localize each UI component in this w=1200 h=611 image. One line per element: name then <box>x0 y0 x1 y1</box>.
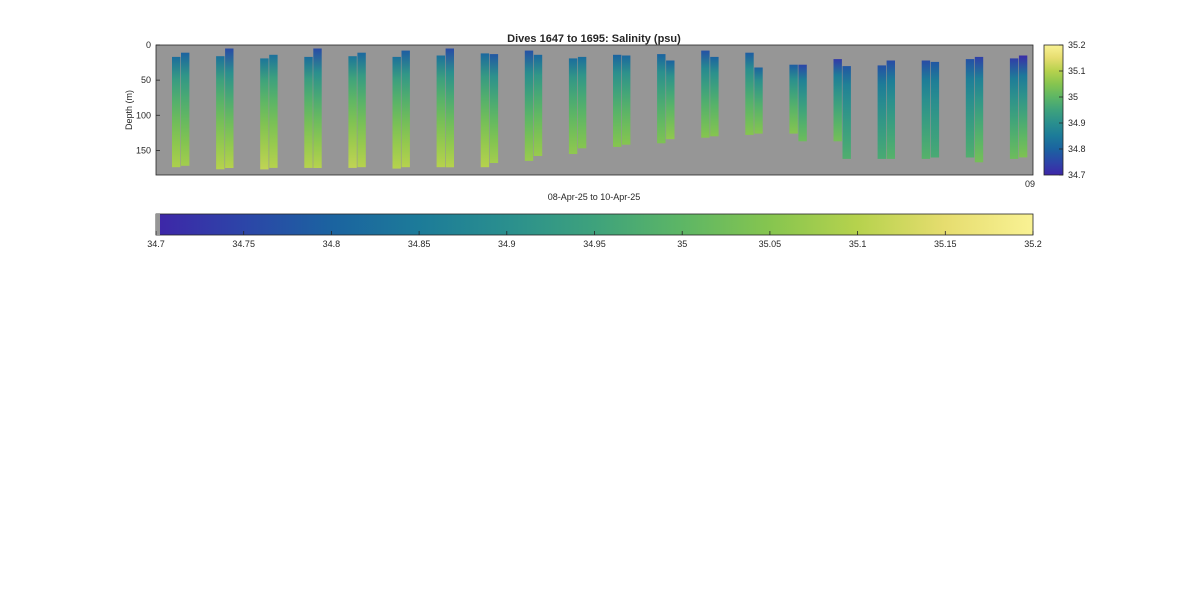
dive-profile <box>877 65 886 159</box>
y-tick-label: 50 <box>141 75 151 85</box>
dive-profile <box>445 48 454 168</box>
dive-profile <box>181 52 190 166</box>
x-tick-overlap-label: 09 <box>1025 179 1035 189</box>
dive-profile <box>1018 55 1028 158</box>
vertical-colorbar-tick-label: 35 <box>1068 92 1078 102</box>
horizontal-colorbar-tick-label: 35.05 <box>759 239 782 249</box>
dive-profile <box>710 56 719 137</box>
horizontal-colorbar-tick-label: 34.8 <box>323 239 341 249</box>
horizontal-colorbar-tick-label: 34.9 <box>498 239 516 249</box>
dive-profile <box>260 58 269 170</box>
dive-profile <box>216 56 225 170</box>
dive-profile <box>833 59 842 142</box>
dive-profile <box>745 52 754 135</box>
dive-profile <box>436 55 445 168</box>
dive-profile <box>754 67 763 134</box>
dive-profile <box>577 56 587 149</box>
dive-profile <box>921 60 931 159</box>
dive-profile <box>886 60 895 159</box>
vertical-colorbar-tick-label: 35.2 <box>1068 40 1086 50</box>
horizontal-colorbar-tick-label: 35.15 <box>934 239 957 249</box>
horizontal-colorbar-tick-label: 35 <box>677 239 687 249</box>
dive-profile <box>524 50 534 161</box>
dive-profile <box>568 58 578 154</box>
dive-profile <box>480 53 490 168</box>
vertical-colorbar-tick-label: 34.8 <box>1068 144 1086 154</box>
vertical-colorbar-ticks: 35.2 35.1 35 34.9 34.8 34.7 <box>1059 40 1086 180</box>
vertical-colorbar-tick-label: 34.7 <box>1068 170 1086 180</box>
dive-profile <box>304 56 313 168</box>
vertical-colorbar-scale <box>1043 44 1064 176</box>
vertical-colorbar-tick-label: 35.1 <box>1068 66 1086 76</box>
vertical-colorbar: 35.2 35.1 35 34.9 34.8 34.7 <box>1043 40 1086 180</box>
dive-profile <box>657 54 666 144</box>
dive-profile <box>974 56 984 163</box>
dive-profile <box>842 66 851 159</box>
dive-profiles <box>172 48 1028 170</box>
dive-profile <box>401 50 410 168</box>
dive-profile <box>313 48 322 168</box>
horizontal-colorbar: 34.7 34.75 34.8 34.85 34.9 34.95 35 35.05 35.1 35… <box>147 213 1042 249</box>
horizontal-colorbar-tick-label: 34.95 <box>583 239 606 249</box>
horizontal-colorbar-ticks: 34.7 34.75 34.8 34.85 34.9 34.95 35 35.05 35.1 35… <box>147 231 1042 249</box>
y-tick-label: 100 <box>136 110 151 120</box>
dive-profile <box>489 54 499 163</box>
dive-profile <box>357 52 366 168</box>
dive-profile <box>930 61 940 158</box>
dive-profile <box>392 56 401 169</box>
horizontal-colorbar-tick-label: 34.85 <box>408 239 431 249</box>
y-axis-ticks: 0 50 100 150 <box>136 40 160 155</box>
vertical-colorbar-tick-label: 34.9 <box>1068 118 1086 128</box>
dive-profile <box>798 64 807 142</box>
chart-title: Dives 1647 to 1695: Salinity (psu) <box>507 33 681 45</box>
y-tick-label: 0 <box>146 40 151 50</box>
horizontal-colorbar-tick-label: 35.2 <box>1024 239 1042 249</box>
horizontal-colorbar-nan-swatch <box>156 214 160 235</box>
horizontal-colorbar-tick-label: 34.7 <box>147 239 165 249</box>
dive-profile <box>789 64 798 134</box>
dive-profile <box>533 54 543 156</box>
dive-profile <box>1009 58 1019 159</box>
dive-profile <box>269 54 278 168</box>
x-axis-label: 08-Apr-25 to 10-Apr-25 <box>548 192 641 202</box>
dive-profile <box>348 56 357 168</box>
dive-profile <box>225 48 234 168</box>
dive-profile <box>965 59 975 158</box>
main-plot: 0 50 100 150 09 Dives 1647 to 1695: Salinit… <box>124 33 1035 202</box>
horizontal-colorbar-tick-label: 35.1 <box>849 239 867 249</box>
dive-profile <box>622 55 631 145</box>
plot-background <box>155 44 1034 176</box>
dive-profile <box>701 50 710 138</box>
dive-profile <box>172 56 181 168</box>
horizontal-colorbar-tick-label: 34.75 <box>232 239 255 249</box>
dive-profile <box>666 60 675 140</box>
y-tick-label: 150 <box>136 145 151 155</box>
y-axis-label: Depth (m) <box>124 90 134 130</box>
dive-profile <box>613 54 622 147</box>
